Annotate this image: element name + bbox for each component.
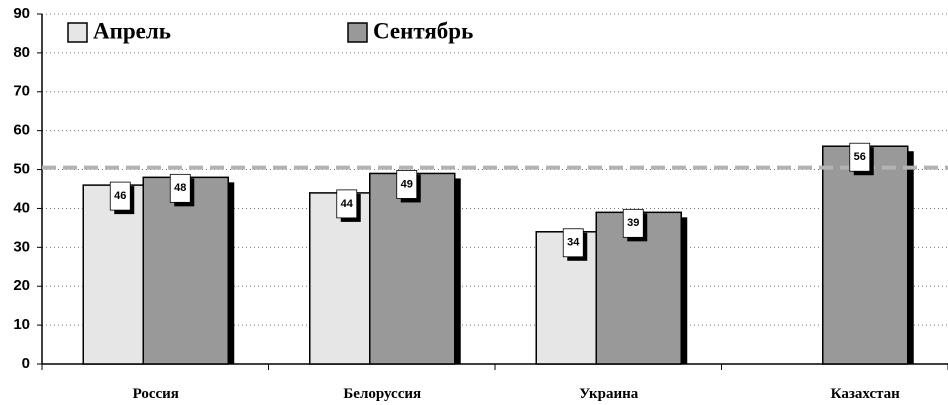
value-label: 46: [114, 190, 126, 202]
y-tick-label: 60: [13, 122, 30, 139]
legend-swatch: [67, 22, 88, 43]
y-tick-label: 80: [13, 44, 30, 61]
y-tick-label: 70: [13, 83, 30, 100]
value-label-box: [169, 173, 191, 203]
x-tick-label: Казахстан: [831, 386, 900, 402]
value-label: 49: [401, 178, 413, 190]
legend-label: Сентябрь: [373, 18, 473, 43]
y-tick-label: 0: [22, 355, 30, 372]
value-label-box: [109, 181, 131, 211]
value-label-box: [562, 228, 584, 258]
value-label-box: [396, 170, 418, 199]
bar: [142, 176, 229, 365]
value-label: 56: [854, 151, 866, 163]
value-label: 34: [567, 237, 580, 249]
x-tick-label: Россия: [133, 386, 179, 402]
bars: [82, 145, 914, 365]
bar: [82, 184, 144, 365]
y-tick-label: 30: [13, 238, 30, 255]
legend-label: Апрель: [93, 18, 171, 43]
x-tick-label: Белоруссия: [343, 386, 421, 402]
value-label-box: [622, 208, 644, 238]
y-tick-label: 90: [13, 5, 30, 22]
value-label: 44: [341, 198, 354, 210]
x-tick-label: Украина: [579, 386, 639, 402]
bar: [822, 145, 909, 365]
value-label-box: [336, 189, 358, 219]
value-labels: 46 48 44 49 34 39 56: [109, 142, 874, 261]
value-label-box: [849, 142, 871, 172]
bar: [369, 172, 456, 365]
legend-swatch: [347, 22, 368, 43]
value-label: 39: [627, 217, 639, 229]
y-tick-label: 50: [13, 161, 30, 178]
y-tick-label: 40: [13, 199, 30, 216]
y-tick-label: 10: [13, 316, 30, 333]
value-label: 48: [174, 182, 186, 194]
y-tick-label: 20: [13, 277, 30, 294]
